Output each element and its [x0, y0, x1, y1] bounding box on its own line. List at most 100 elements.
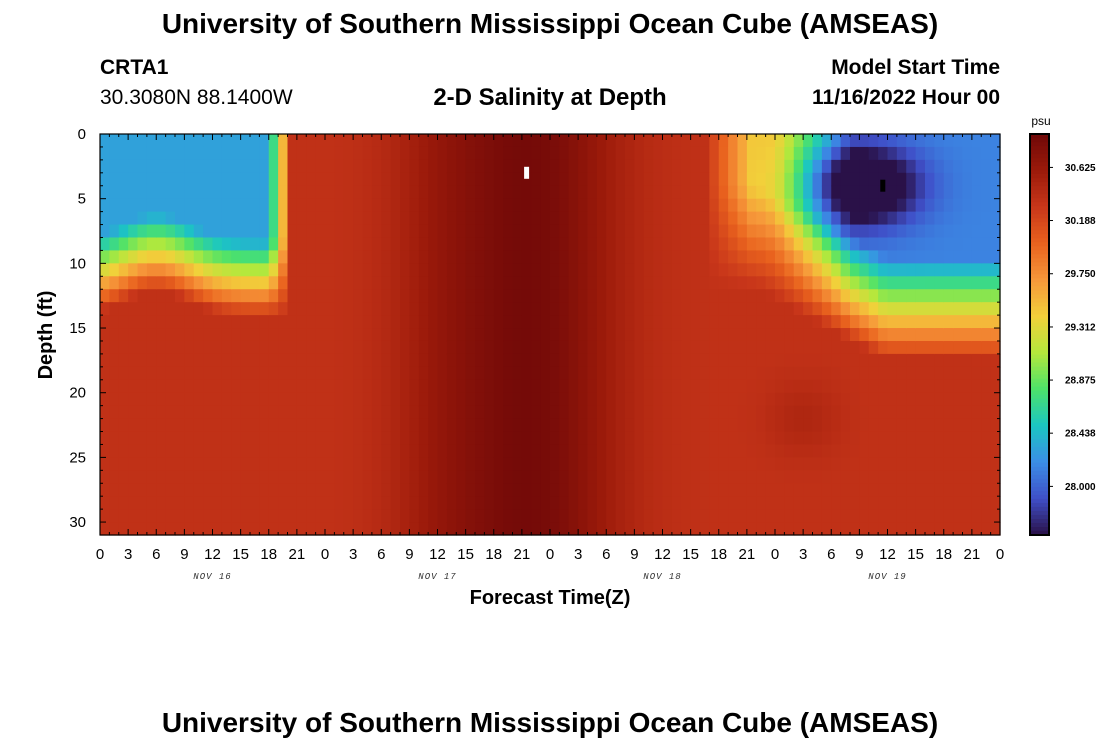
heatmap-cell: [850, 444, 860, 458]
heatmap-cell: [165, 405, 176, 420]
heatmap-cell: [775, 496, 785, 510]
heatmap-cell: [165, 198, 176, 213]
heatmap-cell: [718, 457, 729, 471]
heatmap-cell: [803, 509, 814, 523]
colorbar-swatch: [1030, 254, 1049, 259]
heatmap-cell: [437, 418, 448, 433]
heatmap-cell: [306, 211, 317, 226]
heatmap-cell: [296, 483, 307, 497]
x-tick-label: 9: [405, 546, 413, 563]
heatmap-cell: [531, 496, 542, 510]
heatmap-cell: [756, 172, 767, 187]
heatmap-cell: [606, 470, 617, 484]
heatmap-cell: [128, 146, 139, 161]
heatmap-cell: [728, 366, 739, 381]
heatmap-cell: [521, 315, 532, 329]
heatmap-cell: [850, 211, 860, 226]
heatmap-cell: [550, 328, 560, 342]
heatmap-cell: [643, 496, 654, 510]
heatmap-cell: [512, 509, 523, 523]
heatmap-cell: [756, 340, 767, 355]
heatmap-cell: [615, 431, 626, 446]
heatmap-cell: [728, 302, 739, 316]
heatmap-cell: [615, 470, 626, 484]
heatmap-cell: [418, 328, 429, 342]
heatmap-cell: [156, 224, 167, 239]
heatmap-cell: [718, 522, 729, 536]
heatmap-cell: [306, 315, 317, 329]
heatmap-cell: [578, 134, 589, 148]
heatmap-cell: [765, 444, 776, 458]
heatmap-cell: [943, 444, 954, 458]
heatmap-cell: [971, 509, 982, 523]
heatmap-cell: [615, 134, 626, 148]
heatmap-cell: [475, 198, 485, 213]
heatmap-cell: [456, 366, 467, 381]
heatmap-cell: [765, 522, 776, 536]
heatmap-cell: [250, 276, 260, 290]
heatmap-cell: [446, 431, 457, 446]
heatmap-cell: [700, 315, 710, 329]
heatmap-cell: [512, 250, 523, 264]
heatmap-cell: [456, 444, 467, 458]
heatmap-cell: [475, 172, 485, 187]
heatmap-cell: [615, 496, 626, 510]
heatmap-cell: [409, 509, 420, 523]
heatmap-cell: [643, 198, 654, 213]
heatmap-cell: [521, 418, 532, 433]
heatmap-cell: [596, 302, 607, 316]
heatmap-cell: [803, 457, 814, 471]
heatmap-cell: [915, 470, 926, 484]
heatmap-cell: [465, 185, 476, 200]
heatmap-cell: [765, 263, 776, 277]
heatmap-cell: [700, 496, 710, 510]
heatmap-cell: [465, 276, 476, 290]
colorbar-swatch: [1030, 442, 1049, 448]
heatmap-cell: [175, 509, 185, 523]
heatmap-cell: [493, 366, 504, 381]
heatmap-cell: [278, 522, 289, 536]
heatmap-cell: [728, 353, 739, 368]
colorbar-swatch: [1030, 214, 1049, 219]
heatmap-cell: [221, 302, 232, 316]
heatmap-cell: [428, 276, 439, 290]
heatmap-cell: [165, 353, 176, 368]
heatmap-cell: [250, 185, 260, 200]
x-tick-label: 3: [799, 546, 807, 563]
heatmap-cell: [615, 522, 626, 536]
heatmap-cell: [268, 250, 279, 264]
heatmap-cell: [953, 211, 964, 226]
heatmap-cell: [671, 263, 682, 277]
heatmap-cell: [625, 392, 635, 407]
heatmap-cell: [578, 315, 589, 329]
heatmap-cell: [784, 134, 795, 148]
heatmap-cell: [137, 444, 148, 458]
heatmap-cell: [315, 340, 326, 355]
heatmap-cell: [671, 237, 682, 252]
heatmap-cell: [100, 483, 110, 497]
heatmap-cell: [503, 379, 514, 394]
heatmap-cell: [793, 470, 804, 484]
heatmap-cell: [268, 457, 279, 471]
heatmap-cell: [428, 522, 439, 536]
heatmap-cell: [662, 172, 673, 187]
heatmap-cell: [756, 444, 767, 458]
heatmap-cell: [737, 250, 748, 264]
heatmap-cell: [259, 353, 270, 368]
heatmap-cell: [615, 198, 626, 213]
heatmap-cell: [296, 470, 307, 484]
heatmap-cell: [259, 379, 270, 394]
heatmap-cell: [953, 457, 964, 471]
heatmap-cell: [990, 418, 1001, 433]
heatmap-cell: [634, 276, 645, 290]
heatmap-cell: [784, 509, 795, 523]
heatmap-cell: [831, 134, 842, 148]
heatmap-cell: [493, 418, 504, 433]
heatmap-cell: [700, 444, 710, 458]
heatmap-cell: [868, 185, 879, 200]
heatmap-cell: [746, 379, 757, 394]
heatmap-cell: [503, 340, 514, 355]
heatmap-cell: [906, 250, 917, 264]
heatmap-cell: [756, 496, 767, 510]
heatmap-cell: [596, 418, 607, 433]
